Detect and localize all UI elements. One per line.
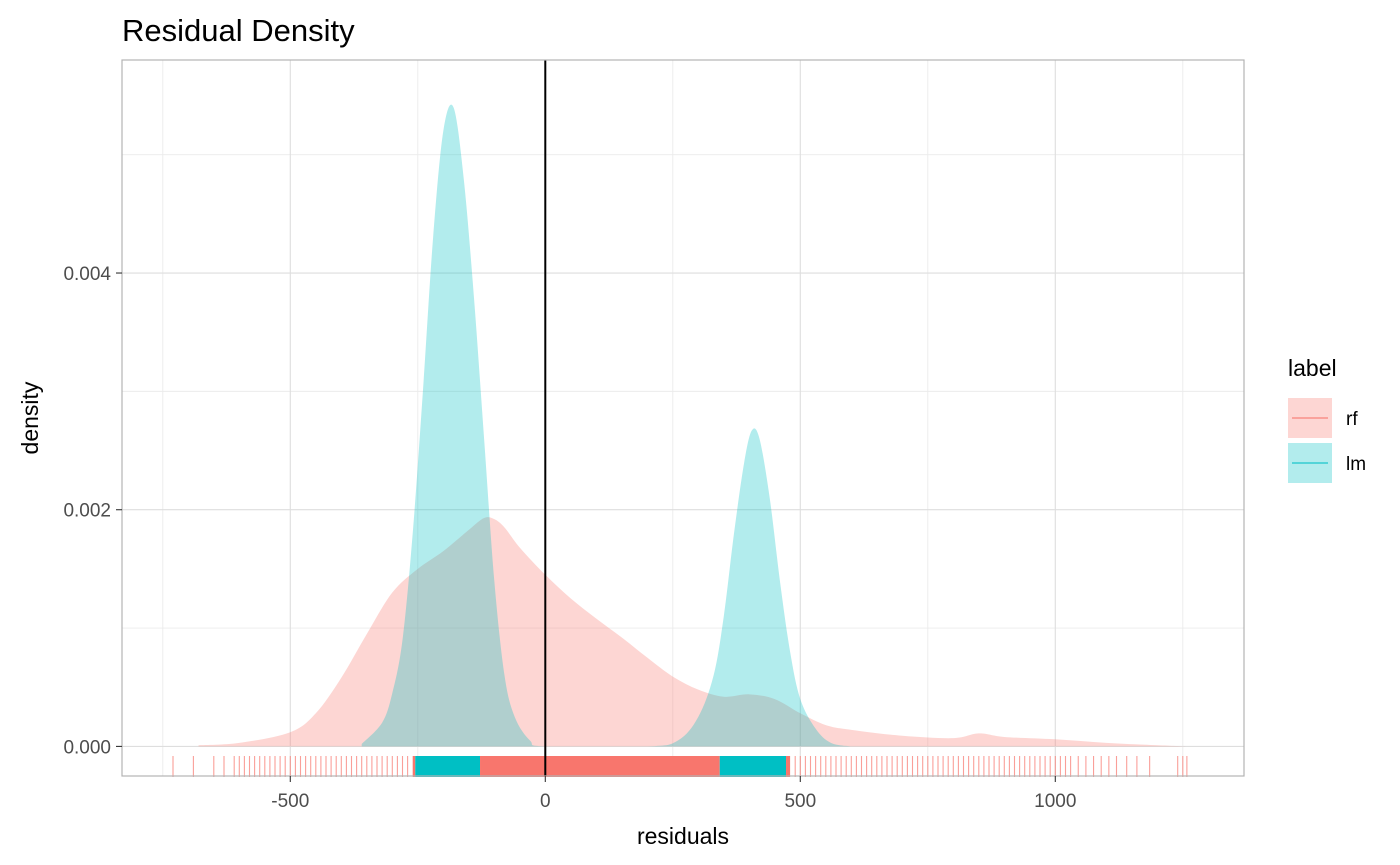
rug-band-lm [415,756,481,777]
x-tick-label: 0 [540,791,551,812]
rug-band-rf [412,756,416,777]
y-tick-label: 0.000 [63,737,111,758]
rug-marks [172,756,1188,777]
density-area-lm [361,104,852,747]
x-tick-label: 500 [784,791,816,812]
x-tick-label: -500 [271,791,309,812]
y-axis-title: density [17,381,43,454]
y-tick-label: 0.004 [63,264,111,285]
legend-label-rf: rf [1346,409,1358,430]
x-tick-label: 1000 [1034,791,1076,812]
legend: label rf lm [1288,355,1366,483]
panel-border [121,59,1245,777]
rug-band-rf [786,756,791,777]
legend-title: label [1288,355,1337,381]
x-axis-title: residuals [637,823,729,849]
chart-title: Residual Density [122,13,355,48]
x-axis-ticks: -500 0 500 1000 [271,776,1076,812]
density-areas [198,104,1188,747]
y-axis-ticks: 0.000 0.002 0.004 [63,264,122,758]
rug-band-rf [480,756,720,777]
legend-label-lm: lm [1346,454,1366,475]
rug-band-lm [719,756,787,777]
y-tick-label: 0.002 [63,501,111,522]
density-area-rf [198,517,1188,747]
grid-lines [122,60,1244,776]
